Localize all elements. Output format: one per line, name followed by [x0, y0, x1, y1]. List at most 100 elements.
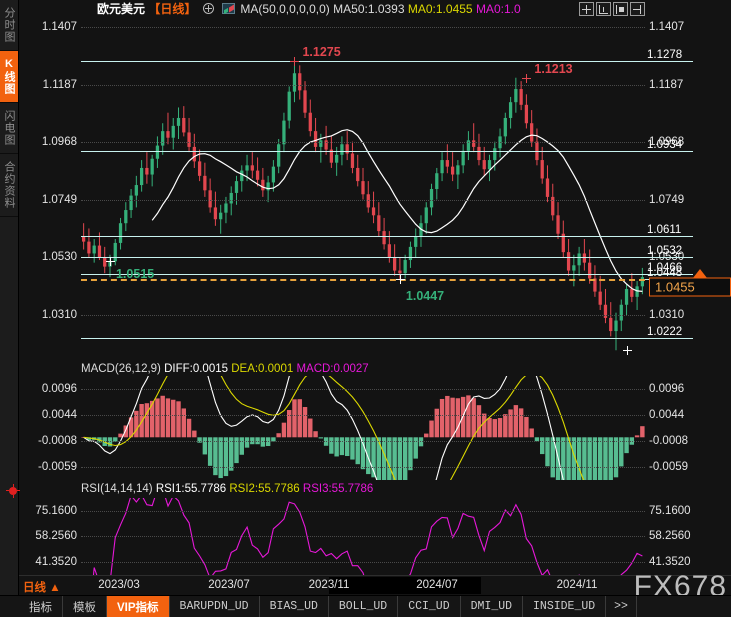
swing-point-marker [290, 57, 300, 67]
axis-tick-label: 58.2560 [649, 530, 691, 543]
price-plot-area[interactable]: 1.1275 1.1213 1.0515 1.0447 1.0177 [81, 18, 645, 360]
support-resistance-rule [645, 60, 693, 62]
bottom-item-templates[interactable]: 模板 [63, 596, 107, 617]
axis-tick-label: 1.0310 [649, 309, 685, 322]
price-axis-right: 1.1407 1.1187 1.0968 1.0749 1.0530 1.0310 1.12… [645, 0, 731, 360]
price-annotation: 1.1275 [302, 45, 341, 60]
bottom-toolbar-filler [0, 596, 19, 617]
macd-axis-left: 0.0096 0.0044 -0.0008 -0.0059 [19, 360, 79, 480]
measure-icon[interactable] [596, 2, 611, 16]
gridline [81, 257, 645, 259]
rsi-axis-left: 75.1600 58.2560 41.3520 [19, 480, 79, 575]
crosshair-icon[interactable] [579, 2, 594, 16]
support-resistance-label: 1.0466 [647, 262, 683, 275]
support-resistance-line[interactable] [81, 256, 645, 258]
support-resistance-label: 1.0611 [647, 224, 682, 237]
sidebar-item-label: 闪电图 [3, 110, 15, 146]
macd-title: MACD(26,12,9) [81, 363, 161, 375]
rsi-panel-header: RSI(14,14,14) RSI1:55.7786 RSI2:55.7786 … [81, 481, 373, 497]
symbol-label: 欧元美元 [97, 2, 146, 16]
axis-tick-label: 1.1187 [649, 78, 684, 91]
swing-point-marker [105, 257, 115, 267]
left-sidebar: 分时图 K线图闪电图合约资料 [0, 0, 19, 595]
macd-axis-right: 0.0096 0.0044 -0.0008 -0.0059 [645, 360, 731, 480]
sidebar-item-contract-info[interactable]: 合约资料 [0, 154, 18, 217]
support-resistance-label: 1.0222 [647, 326, 683, 339]
price-annotation: 1.0515 [115, 267, 155, 282]
axis-tick-label: 0.0044 [41, 409, 77, 422]
macd-dea-value: DEA:0.0001 [231, 363, 294, 375]
record-icon[interactable] [6, 484, 20, 498]
support-resistance-line[interactable] [81, 236, 645, 238]
sidebar-item-kline-chart[interactable]: K线图 [0, 51, 18, 103]
add-indicator-icon[interactable] [202, 3, 214, 14]
axis-tick-label: 1.1187 [42, 78, 77, 91]
support-resistance-label: 1.1278 [647, 48, 683, 61]
macd-plot-area[interactable] [81, 376, 645, 480]
ma0-value-a: MA0:1.0455 [407, 2, 473, 16]
sidebar-item-time-chart[interactable]: 分时图 [0, 0, 18, 51]
candle-style-icon[interactable] [222, 3, 236, 14]
bottom-item-label: 模板 [73, 601, 96, 614]
bottom-item-more[interactable]: >> [606, 596, 637, 617]
x-axis-tick-label: 2023/03 [98, 579, 140, 591]
price-annotation: 1.1213 [534, 61, 573, 76]
current-price-tag[interactable]: 1.0455 [649, 277, 731, 297]
bottom-item-bias-ud[interactable]: BIAS_UD [260, 596, 329, 617]
macd-diff-line [83, 376, 564, 480]
support-resistance-label: 1.0448 [647, 266, 683, 279]
x-axis-period-label[interactable]: 日线 ▲ [23, 582, 61, 594]
support-resistance-rule [645, 256, 693, 258]
bottom-item-vip-indicators[interactable]: VIP指标 [107, 596, 170, 617]
price-annotation: 1.0447 [405, 289, 445, 304]
axis-tick-label: 1.0968 [649, 136, 685, 149]
support-resistance-line[interactable] [81, 278, 645, 281]
support-resistance-line[interactable] [81, 151, 645, 153]
sidebar-item-lightning-chart[interactable]: 闪电图 [0, 103, 18, 154]
bottom-item-label: >> [614, 600, 628, 613]
macd-dea-line [83, 376, 585, 480]
price-annotation: 1.0177 [633, 358, 645, 360]
ma-params-label: MA(50,0,0,0,0,0) [240, 2, 330, 16]
rsi-title: RSI(14,14,14) [81, 483, 153, 495]
axis-tick-label: 58.2560 [35, 530, 77, 543]
support-resistance-line[interactable] [81, 274, 645, 276]
ma50-value: MA50:1.0393 [333, 2, 405, 16]
jump-to-latest-icon[interactable] [630, 2, 645, 16]
bottom-toolbar: 指标 模板 VIP指标 BARUPDN_UD BIAS_UD BOLL_UD CCI_UD D… [0, 595, 731, 617]
rsi-plot-area[interactable] [81, 498, 645, 575]
support-resistance-line[interactable] [81, 338, 645, 340]
gridline [81, 562, 645, 564]
price-up-arrow-icon [693, 269, 707, 279]
bottom-item-cci-ud[interactable]: CCI_UD [398, 596, 461, 617]
axis-tick-label: 1.0310 [41, 309, 77, 322]
bottom-item-boll-ud[interactable]: BOLL_UD [329, 596, 399, 617]
bottom-item-label: VIP指标 [117, 601, 159, 614]
bottom-item-inside-ud[interactable]: INSIDE_UD [523, 596, 607, 617]
gridline [81, 510, 645, 512]
gridline [81, 415, 645, 417]
swing-point-marker [522, 73, 532, 83]
bottom-item-label: BOLL_UD [338, 600, 388, 613]
macd-panel[interactable]: MACD(26,12,9) DIFF:0.0015 DEA:0.0001 MAC… [19, 360, 731, 480]
rsi-panel[interactable]: RSI(14,14,14) RSI1:55.7786 RSI2:55.7786 … [19, 480, 731, 575]
gridline [81, 389, 645, 391]
rsi2-value: RSI2:55.7786 [229, 483, 300, 495]
rsi-axis-right: 75.1600 58.2560 41.3520 [645, 480, 731, 575]
x-axis-tick-label: 2023/11 [308, 579, 350, 591]
bottom-item-dmi-ud[interactable]: DMI_UD [461, 596, 524, 617]
bottom-item-indicators[interactable]: 指标 [19, 596, 63, 617]
support-resistance-label: 1.0934 [647, 139, 683, 152]
price-panel[interactable]: 欧元美元 【日线】 MA(50,0,0,0,0,0) MA50:1.0393 M… [19, 0, 731, 360]
support-resistance-rule [645, 236, 693, 238]
macd-panel-header: MACD(26,12,9) DIFF:0.0015 DEA:0.0001 MAC… [81, 361, 369, 377]
period-label: 【日线】 [148, 2, 197, 16]
gridline [81, 466, 645, 468]
axis-tick-label: 1.1407 [649, 20, 685, 33]
zoom-icon[interactable] [613, 2, 628, 16]
bottom-item-barupdn-ud[interactable]: BARUPDN_UD [170, 596, 260, 617]
sidebar-item-label: 合约资料 [3, 161, 15, 209]
price-panel-header: 欧元美元 【日线】 MA(50,0,0,0,0,0) MA50:1.0393 M… [97, 0, 521, 18]
support-resistance-line[interactable] [81, 60, 645, 62]
